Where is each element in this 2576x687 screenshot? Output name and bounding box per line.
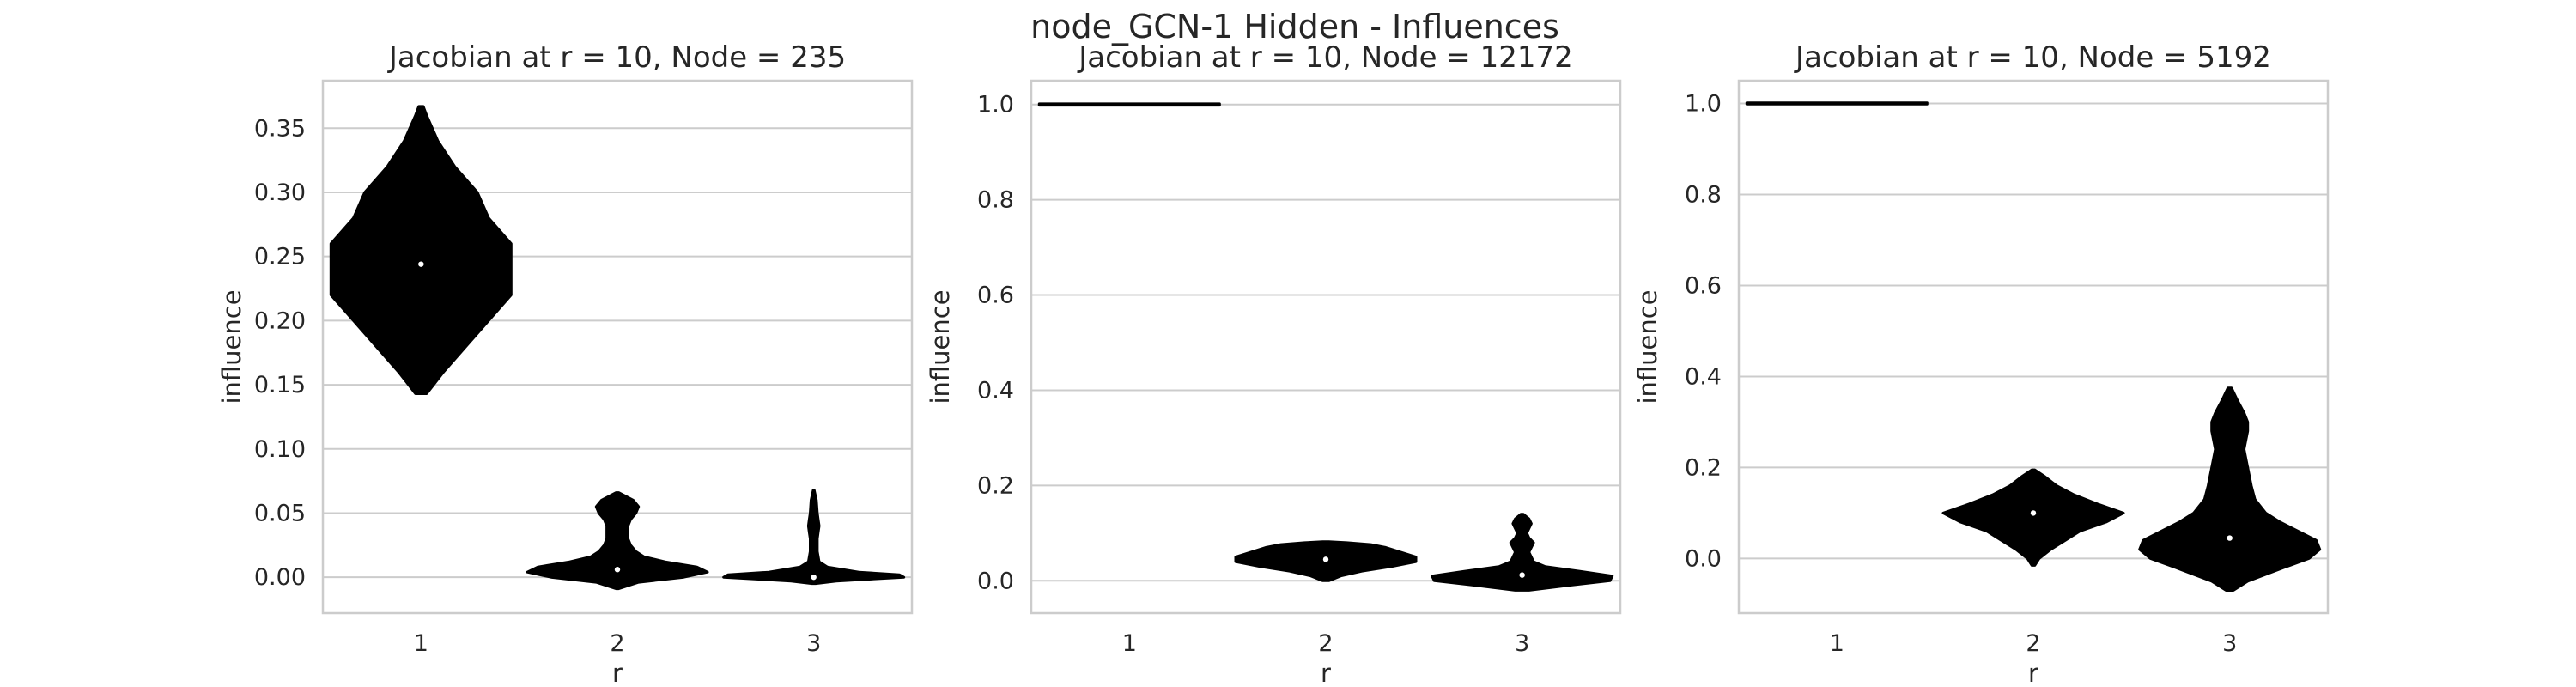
y-tick-label: 0.20 [254,307,306,334]
x-axis-label: r [2028,659,2038,687]
subplot-1: 0.00 0.05 0.10 0.15 0.20 0.25 0.30 0.35 1 2 3 Jacob… [217,40,914,687]
y-tick-label: 1.0 [977,92,1014,119]
median-marker [614,567,621,573]
y-tick-label: 0.0 [1685,545,1722,572]
median-marker [1519,572,1525,578]
x-axis-label: r [1321,659,1331,687]
figure-title: node_GCN-1 Hidden - Influences [1030,8,1559,46]
y-tick-label: 0.25 [254,244,306,271]
y-tick-label: 0.35 [254,115,306,142]
x-tick-label: 3 [806,630,821,657]
y-tick-label: 0.0 [977,568,1014,594]
y-tick-label: 0.15 [254,372,306,398]
y-tick-label: 0.8 [977,187,1014,214]
y-tick-label: 0.30 [254,179,306,206]
y-tick-label: 0.8 [1685,181,1722,208]
subplot-title: Jacobian at r = 10, Node = 235 [387,40,846,75]
y-axis-label: influence [926,289,955,404]
x-tick-label: 2 [1318,630,1333,657]
subplot-2: 0.0 0.2 0.4 0.6 0.8 1.0 1 2 3 Jacobian at r = 10,… [926,40,1622,687]
median-marker [2030,510,2037,516]
x-tick-label: 3 [1515,630,1529,657]
y-tick-label: 0.6 [1685,272,1722,299]
subplot-3: 0.0 0.2 0.4 0.6 0.8 1.0 1 2 3 Jacobian at r = 10,… [1633,40,2330,687]
x-tick-label: 1 [1830,630,1844,657]
y-tick-label: 0.10 [254,436,306,463]
axes-frame [1737,79,2330,615]
y-tick-label: 0.6 [977,283,1014,309]
violin-1 [1745,101,1929,106]
subplot-title: Jacobian at r = 10, Node = 5192 [1794,40,2271,75]
median-marker [811,574,817,581]
median-marker [418,261,424,267]
x-tick-label: 3 [2222,630,2237,657]
y-axis-label: influence [1633,289,1662,404]
x-tick-label: 2 [2026,630,2040,657]
y-tick-label: 0.4 [1685,363,1722,390]
y-tick-label: 0.05 [254,500,306,526]
x-tick-label: 2 [610,630,624,657]
y-axis-label: influence [217,289,246,404]
x-axis-label: r [612,659,623,687]
y-tick-label: 0.00 [254,564,306,591]
axes-frame [1030,79,1622,615]
y-tick-label: 0.2 [977,472,1014,499]
axes-frame [321,79,914,615]
x-tick-label: 1 [414,630,428,657]
x-tick-label: 1 [1122,630,1137,657]
violin-1 [1037,102,1221,107]
y-tick-label: 1.0 [1685,90,1722,117]
median-marker [1322,556,1329,562]
median-marker [2227,535,2233,541]
y-tick-label: 0.2 [1685,454,1722,481]
subplot-grid: 0.00 0.05 0.10 0.15 0.20 0.25 0.30 0.35 1 2 3 Jacob… [217,40,2330,687]
subplot-title: Jacobian at r = 10, Node = 12172 [1077,40,1573,75]
y-tick-label: 0.4 [977,377,1014,404]
